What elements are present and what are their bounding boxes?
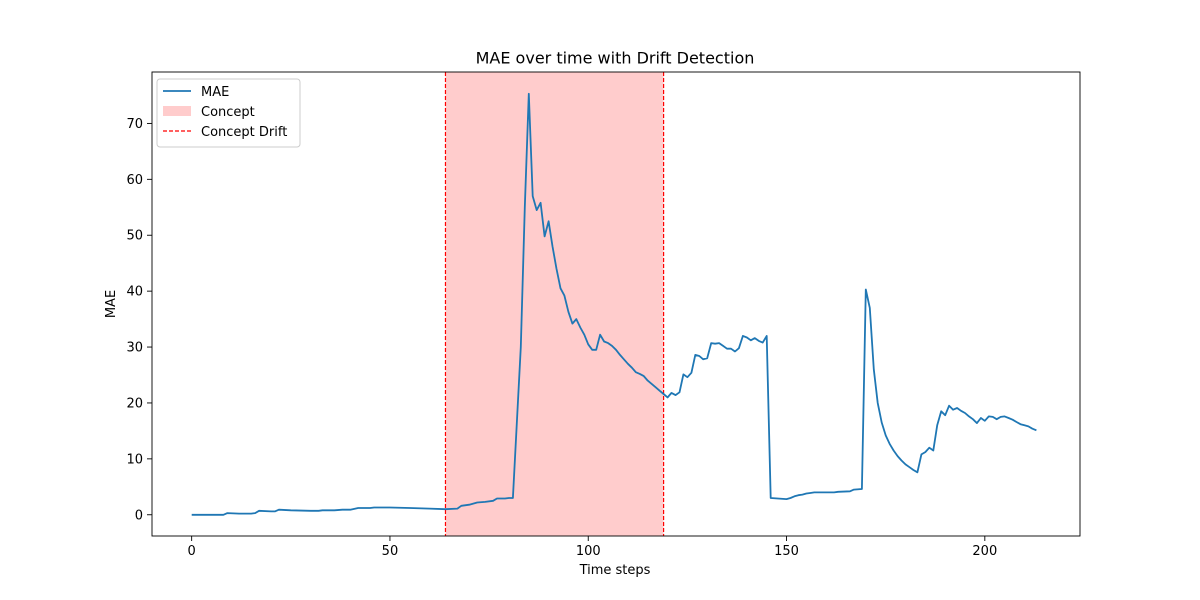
mae-series-line — [191, 92, 1037, 516]
legend: MAE Concept Concept Drift — [156, 78, 301, 148]
y-tick-label: 70 — [126, 117, 143, 132]
x-tick-label: 150 — [774, 544, 799, 559]
chart-title: MAE over time with Drift Detection — [476, 49, 755, 68]
x-tick-label: 0 — [188, 544, 196, 559]
y-axis: 0 10 20 30 40 50 60 70 — [126, 117, 152, 523]
x-tick-label: 100 — [576, 544, 601, 559]
y-tick-label: 40 — [126, 285, 143, 300]
x-axis: 0 50 100 150 200 — [188, 536, 997, 559]
x-tick-label: 50 — [382, 544, 399, 559]
y-axis-label: MAE — [104, 290, 119, 318]
drift-lines — [444, 72, 665, 536]
legend-concept-label: Concept — [201, 105, 255, 120]
concept-region — [445, 72, 664, 536]
legend-drift-label: Concept Drift — [201, 125, 287, 140]
y-tick-label: 60 — [126, 173, 143, 188]
y-tick-label: 20 — [126, 396, 143, 411]
x-tick-label: 200 — [972, 544, 997, 559]
y-tick-label: 30 — [126, 341, 143, 356]
plot-frame — [151, 71, 1081, 537]
y-tick-label: 50 — [126, 229, 143, 244]
legend-concept-swatch — [163, 106, 191, 116]
x-axis-label: Time steps — [579, 563, 651, 578]
y-tick-label: 10 — [126, 452, 143, 467]
legend-mae-label: MAE — [201, 85, 229, 100]
legend-box — [156, 78, 301, 148]
y-tick-label: 0 — [135, 508, 143, 523]
plot-area — [151, 71, 1081, 537]
